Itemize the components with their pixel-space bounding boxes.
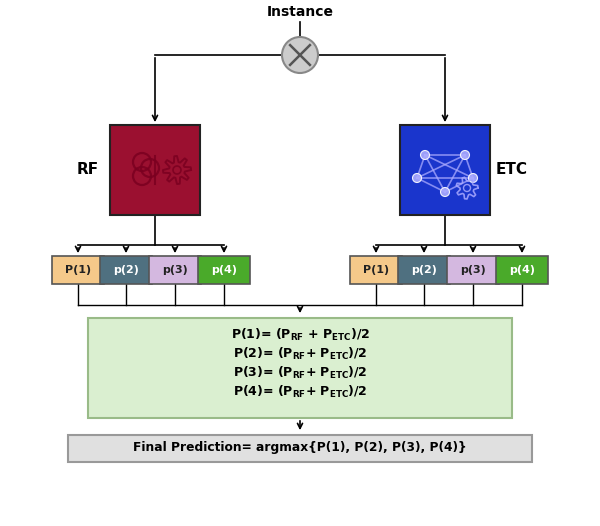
- Bar: [100, 256, 152, 284]
- Bar: [88, 318, 512, 418]
- Text: p(3): p(3): [162, 265, 188, 275]
- Text: P(3)= (P$_{\mathbf{RF}}$+ P$_{\mathbf{ETC}}$)/2: P(3)= (P$_{\mathbf{RF}}$+ P$_{\mathbf{ET…: [233, 365, 367, 381]
- Text: P(4)= (P$_{\mathbf{RF}}$+ P$_{\mathbf{ETC}}$)/2: P(4)= (P$_{\mathbf{RF}}$+ P$_{\mathbf{ET…: [233, 384, 367, 400]
- Bar: [350, 256, 402, 284]
- Bar: [149, 256, 201, 284]
- Bar: [198, 256, 250, 284]
- Text: p(3): p(3): [460, 265, 486, 275]
- Circle shape: [469, 174, 478, 183]
- Bar: [68, 435, 532, 462]
- Bar: [496, 256, 548, 284]
- Text: p(2): p(2): [113, 265, 139, 275]
- Circle shape: [421, 150, 430, 159]
- Circle shape: [413, 174, 421, 183]
- Text: Instance: Instance: [266, 5, 334, 19]
- Text: RF: RF: [77, 163, 99, 177]
- Text: p(4): p(4): [509, 265, 535, 275]
- Bar: [447, 256, 499, 284]
- Text: Final Prediction= argmax{P(1), P(2), P(3), P(4)}: Final Prediction= argmax{P(1), P(2), P(3…: [133, 441, 467, 454]
- Text: p(4): p(4): [211, 265, 237, 275]
- Bar: [110, 125, 200, 215]
- Bar: [400, 125, 490, 215]
- Text: ETC: ETC: [496, 163, 528, 177]
- Text: P(1): P(1): [65, 265, 91, 275]
- Text: p(2): p(2): [411, 265, 437, 275]
- Text: P(1)= (P$_{\mathbf{RF}}$ + P$_{\mathbf{ETC}}$)/2: P(1)= (P$_{\mathbf{RF}}$ + P$_{\mathbf{E…: [230, 327, 370, 343]
- Circle shape: [440, 187, 449, 197]
- Text: P(1): P(1): [363, 265, 389, 275]
- Circle shape: [461, 150, 470, 159]
- Circle shape: [282, 37, 318, 73]
- Text: P(2)= (P$_{\mathbf{RF}}$+ P$_{\mathbf{ETC}}$)/2: P(2)= (P$_{\mathbf{RF}}$+ P$_{\mathbf{ET…: [233, 346, 367, 362]
- Bar: [398, 256, 450, 284]
- Bar: [52, 256, 104, 284]
